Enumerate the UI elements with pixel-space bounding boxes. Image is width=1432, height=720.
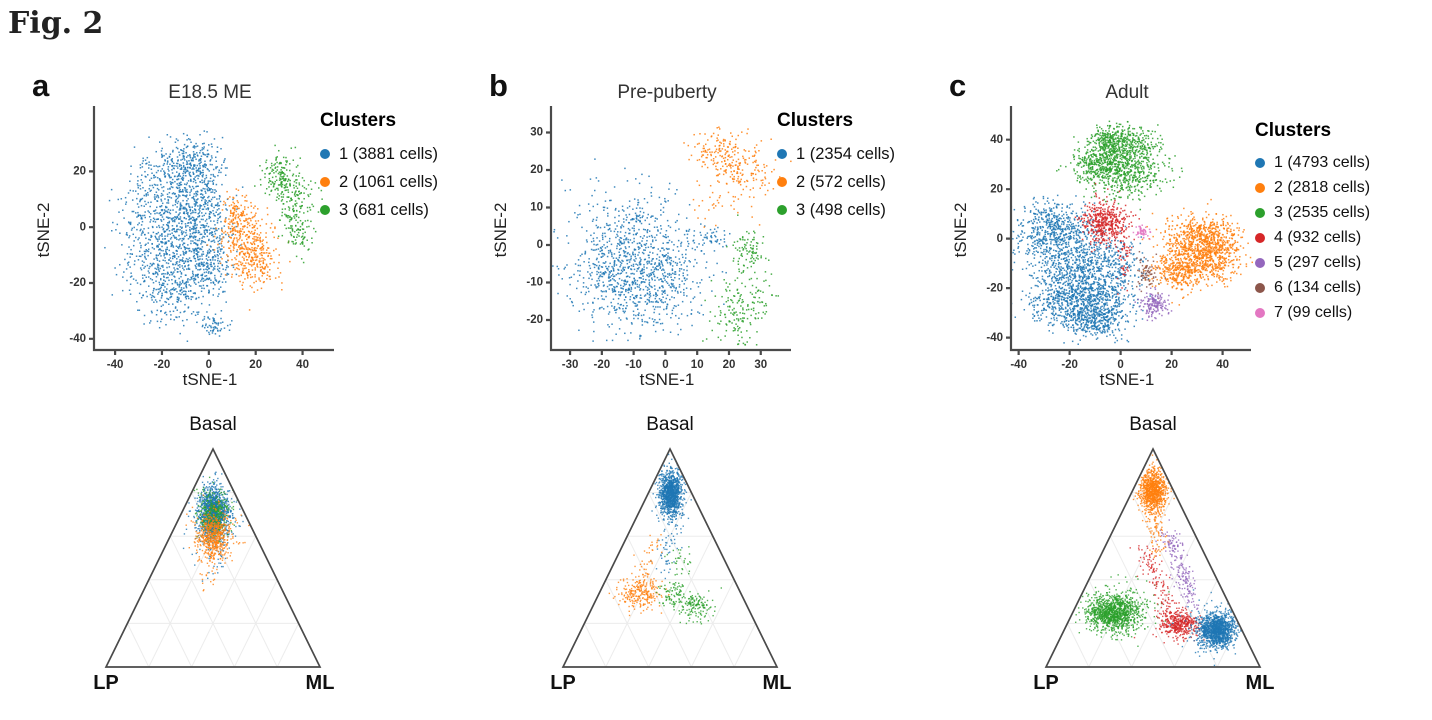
ternary-scatter-canvas-b xyxy=(542,412,802,682)
ternary-scatter-canvas-c xyxy=(1025,412,1285,682)
panel-a: a E18.5 ME tSNE-2 tSNE-1 Clusters 1 (388… xyxy=(30,62,508,712)
ternary-basal-label-c: Basal xyxy=(1129,414,1177,435)
legend-item-label: 3 (681 cells) xyxy=(339,200,429,219)
cluster-legend-c: Clusters 1 (4793 cells) 2 (2818 cells) 3 (… xyxy=(1255,120,1432,325)
legend-title-b: Clusters xyxy=(777,110,854,131)
panel-letter-c: c xyxy=(949,68,967,103)
legend-item-label: 6 (134 cells) xyxy=(1274,278,1362,296)
legend-item-label: 2 (572 cells) xyxy=(796,172,886,191)
x-axis-label-b: tSNE-1 xyxy=(639,370,695,389)
panel-b: b Pre-puberty tSNE-2 tSNE-1 Clusters 1 (… xyxy=(487,62,965,712)
ternary-scatter-canvas-a xyxy=(85,412,345,682)
legend-item-label: 4 (932 cells) xyxy=(1274,228,1362,246)
legend-swatch xyxy=(1255,282,1265,293)
legend-swatch xyxy=(1255,232,1265,243)
ternary-ml-label-a: ML xyxy=(305,672,335,694)
legend-item-label: 1 (2354 cells) xyxy=(796,144,896,163)
y-axis-label-b: tSNE-2 xyxy=(491,202,510,258)
legend-title-c: Clusters xyxy=(1255,120,1332,141)
ternary-basal-label-a: Basal xyxy=(189,414,237,435)
legend-swatch xyxy=(1255,207,1265,218)
legend-item-label: 5 (297 cells) xyxy=(1274,253,1362,271)
ternary-basal-label-b: Basal xyxy=(646,414,694,435)
legend-items-b: 1 (2354 cells) 2 (572 cells) 3 (498 cells) xyxy=(777,140,963,224)
legend-item-label: 3 (498 cells) xyxy=(796,200,886,219)
cluster-legend-b: Clusters 1 (2354 cells) 2 (572 cells) 3 (4… xyxy=(777,110,963,224)
legend-swatch xyxy=(1255,257,1265,268)
legend-swatch xyxy=(777,149,787,159)
x-axis-label-c: tSNE-1 xyxy=(1099,370,1155,389)
legend-item: 3 (681 cells) xyxy=(320,196,506,224)
legend-item: 1 (2354 cells) xyxy=(777,140,963,168)
ternary-lp-label-a: LP xyxy=(93,672,119,694)
legend-item: 5 (297 cells) xyxy=(1255,250,1432,275)
legend-item-label: 2 (1061 cells) xyxy=(339,172,439,191)
legend-item: 7 (99 cells) xyxy=(1255,300,1432,325)
figure-label: Fig. 2 xyxy=(8,6,104,41)
y-axis-label-c: tSNE-2 xyxy=(951,202,970,258)
legend-items-c: 1 (4793 cells) 2 (2818 cells) 3 (2535 cell… xyxy=(1255,150,1432,325)
panel-letter-b: b xyxy=(489,68,508,103)
plot-title-b: Pre-puberty xyxy=(617,82,717,103)
legend-swatch xyxy=(777,177,787,187)
ternary-lp-label-b: LP xyxy=(550,672,576,694)
legend-item: 3 (2535 cells) xyxy=(1255,200,1432,225)
legend-swatch xyxy=(1255,182,1265,193)
legend-item: 2 (572 cells) xyxy=(777,168,963,196)
tsne-scatter-canvas-c xyxy=(975,104,1295,404)
legend-item-label: 2 (2818 cells) xyxy=(1274,178,1371,196)
legend-item-label: 1 (4793 cells) xyxy=(1274,153,1371,171)
legend-item: 1 (3881 cells) xyxy=(320,140,506,168)
ternary-ml-label-c: ML xyxy=(1245,672,1275,694)
ternary-ml-label-b: ML xyxy=(762,672,792,694)
legend-item: 2 (1061 cells) xyxy=(320,168,506,196)
legend-swatch xyxy=(777,205,787,215)
legend-item-label: 3 (2535 cells) xyxy=(1274,203,1371,221)
legend-items-a: 1 (3881 cells) 2 (1061 cells) 3 (681 cells… xyxy=(320,140,506,224)
plot-title-a: E18.5 ME xyxy=(168,82,252,103)
legend-item: 4 (932 cells) xyxy=(1255,225,1432,250)
cluster-legend-a: Clusters 1 (3881 cells) 2 (1061 cells) 3 (… xyxy=(320,110,506,224)
legend-item-label: 7 (99 cells) xyxy=(1274,303,1353,321)
legend-item: 6 (134 cells) xyxy=(1255,275,1432,300)
panel-letter-a: a xyxy=(32,68,50,103)
legend-item: 3 (498 cells) xyxy=(777,196,963,224)
panel-c: c Adult tSNE-2 tSNE-1 Clusters 1 (4793 c… xyxy=(947,62,1425,712)
legend-swatch xyxy=(320,205,330,215)
plot-title-c: Adult xyxy=(1105,82,1149,103)
legend-swatch xyxy=(320,177,330,187)
legend-title-a: Clusters xyxy=(320,110,397,131)
legend-item: 2 (2818 cells) xyxy=(1255,175,1432,200)
legend-swatch xyxy=(1255,157,1265,168)
legend-swatch xyxy=(1255,307,1265,318)
legend-item: 1 (4793 cells) xyxy=(1255,150,1432,175)
ternary-lp-label-c: LP xyxy=(1033,672,1059,694)
legend-swatch xyxy=(320,149,330,159)
x-axis-label-a: tSNE-1 xyxy=(182,370,238,389)
legend-item-label: 1 (3881 cells) xyxy=(339,144,439,163)
y-axis-label-a: tSNE-2 xyxy=(34,202,53,258)
